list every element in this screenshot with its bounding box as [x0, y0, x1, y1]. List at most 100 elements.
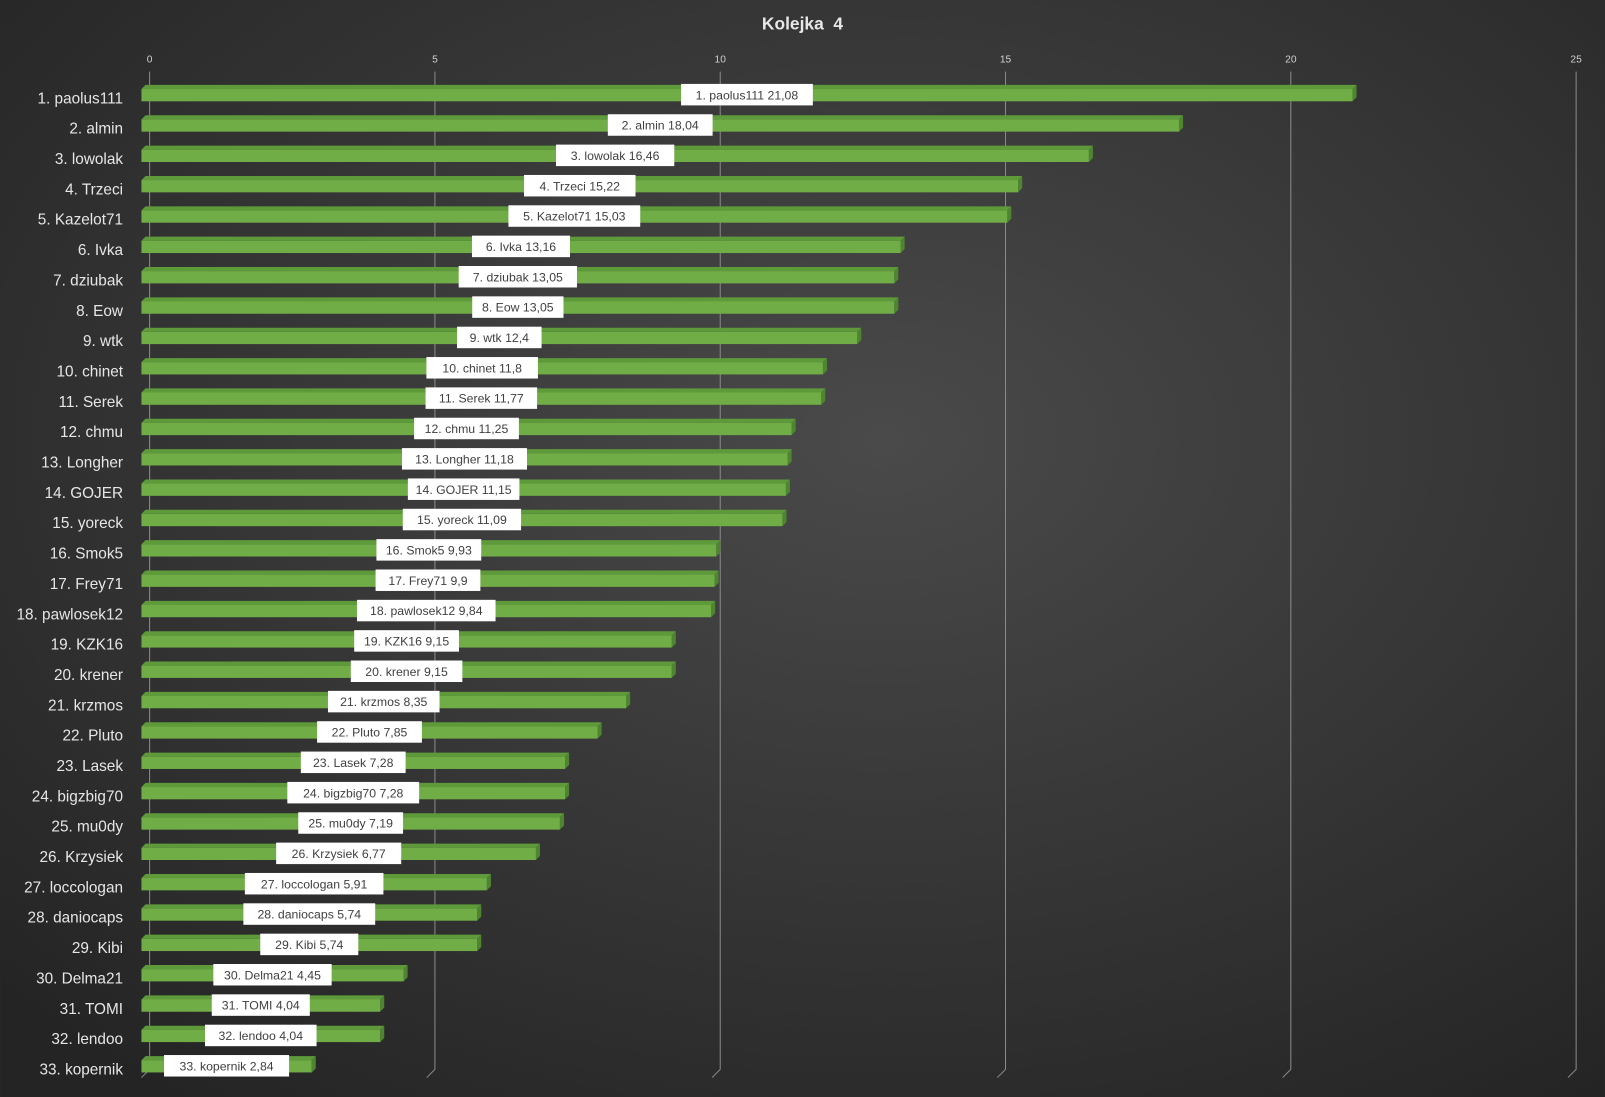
bar-side-face	[782, 509, 787, 527]
data-label: 11. Serek 11,77	[439, 392, 524, 406]
data-label-box	[375, 569, 481, 591]
data-label: 5. Kazelot71 15,03	[523, 210, 625, 224]
data-label: 9. wtk 12,4	[470, 331, 529, 345]
data-label: 2. almin 18,04	[622, 119, 699, 133]
data-label-box	[376, 539, 482, 561]
x-tick-label: 15	[1000, 54, 1012, 65]
bar-side-face	[403, 965, 408, 982]
category-label: 21. krzmos	[48, 697, 123, 714]
x-tick-label: 20	[1285, 54, 1297, 65]
bar-side-face	[716, 540, 721, 557]
data-label: 31. TOMI 4,04	[222, 999, 300, 1013]
data-label: 18. pawlosek12 9,84	[370, 604, 483, 618]
data-label: 20. krener 9,15	[365, 665, 448, 679]
gridline-tick	[996, 1069, 1006, 1078]
bar-side-face	[785, 479, 790, 496]
data-label-box	[471, 235, 571, 258]
data-label: 19. KZK16 9,15	[364, 635, 449, 649]
data-label: 6. Ivka 13,16	[486, 240, 556, 254]
data-label-box	[205, 1024, 317, 1047]
data-label-box	[407, 478, 520, 500]
category-label: 5. Kazelot71	[38, 212, 123, 229]
bar-side-face	[477, 904, 482, 921]
bar-side-face	[857, 327, 862, 345]
data-label-box	[287, 781, 420, 804]
bar-side-face	[894, 267, 899, 284]
data-label-box	[244, 872, 384, 895]
category-label: 16. Smok5	[50, 546, 123, 563]
category-label: 24. bigzbig70	[32, 788, 123, 805]
category-label: 6. Ivka	[78, 242, 124, 259]
bar-side-face	[1352, 84, 1357, 102]
bar-side-face	[626, 691, 631, 709]
bar-side-face	[597, 722, 602, 739]
bar-side-face	[822, 358, 828, 375]
data-label-box	[607, 114, 713, 136]
data-label: 3. lowolak 16,46	[571, 149, 660, 163]
data-label-box	[211, 994, 310, 1016]
bar-side-face	[1088, 145, 1093, 163]
category-label: 7. dziubak	[53, 272, 123, 289]
data-label: 8. Eow 13,05	[482, 301, 554, 315]
data-label-box	[457, 326, 542, 349]
category-label: 33. kopernik	[39, 1061, 123, 1078]
category-label: 12. chmu	[60, 424, 123, 441]
bar-side-face	[791, 418, 796, 436]
data-label: 30. Delma21 4,45	[224, 968, 321, 982]
data-label: 28. daniocaps 5,74	[257, 908, 361, 922]
data-label-box	[350, 660, 463, 683]
data-label-box	[681, 83, 813, 106]
data-label: 26. Krzysiek 6,77	[292, 847, 386, 861]
category-label: 15. yoreck	[52, 515, 123, 532]
bar-side-face	[1018, 175, 1023, 193]
category-label: 8. Eow	[76, 303, 124, 320]
data-label-box	[276, 842, 402, 865]
data-label: 1. paolus111 21,08	[696, 88, 799, 102]
bar-side-face	[477, 934, 482, 952]
category-label: 28. daniocaps	[28, 910, 124, 927]
chart-title: Kolejka 4	[762, 14, 843, 34]
bar-side-face	[380, 1025, 385, 1043]
category-label: 23. Lasek	[57, 758, 124, 775]
bar-side-face	[671, 631, 676, 648]
category-label: 20. krener	[54, 667, 123, 684]
bar-side-face	[671, 661, 676, 678]
gridline-tick	[1567, 1069, 1577, 1078]
data-label: 14. GOJER 11,15	[416, 483, 512, 497]
category-label: 31. TOMI	[60, 1001, 123, 1018]
category-label: 14. GOJER	[45, 485, 123, 502]
category-label: 26. Krzysiek	[40, 849, 124, 866]
category-label: 17. Frey71	[50, 576, 123, 593]
category-label: 4. Trzeci	[65, 181, 123, 198]
data-label: 16. Smok5 9,93	[386, 543, 472, 557]
data-label-box	[425, 387, 538, 409]
data-label-box	[523, 174, 636, 197]
data-label-box	[401, 448, 528, 470]
bar-side-face	[787, 449, 792, 466]
category-label: 22. Pluto	[62, 728, 123, 745]
category-label: 9. wtk	[83, 333, 123, 350]
data-label-box	[213, 964, 332, 986]
data-label-box	[298, 812, 404, 834]
bar-side-face	[714, 570, 719, 587]
bar-side-face	[565, 752, 570, 769]
category-label: 18. pawlosek12	[16, 606, 123, 623]
category-label: 32. lendoo	[51, 1031, 123, 1048]
data-label-box	[354, 630, 459, 652]
bar-side-face	[380, 995, 385, 1012]
data-label: 13. Longher 11,18	[415, 452, 514, 466]
data-label: 10. chinet 11,8	[442, 361, 522, 375]
gridline-tick	[1282, 1069, 1292, 1078]
bar-side-face	[486, 873, 491, 891]
category-label: 11. Serek	[59, 394, 124, 411]
data-label: 22. Pluto 7,85	[332, 726, 408, 740]
bar-side-face	[821, 388, 826, 405]
bar-side-face	[1178, 115, 1184, 132]
data-label-box	[402, 508, 522, 531]
data-label-box	[327, 690, 440, 713]
category-label: 30. Delma21	[36, 970, 123, 987]
data-label: 21. krzmos 8,35	[340, 695, 427, 709]
data-label-box	[426, 357, 538, 379]
bar-side-face	[311, 1056, 316, 1073]
category-label: 2. almin	[69, 121, 123, 138]
